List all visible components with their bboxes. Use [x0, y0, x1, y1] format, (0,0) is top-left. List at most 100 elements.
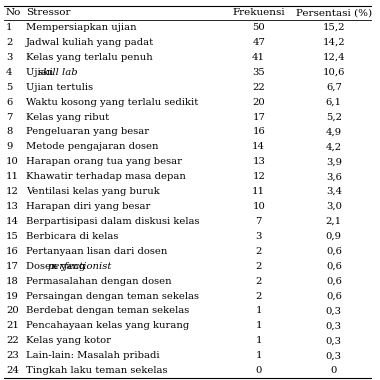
Text: 3,4: 3,4 [326, 187, 342, 196]
Text: 0,6: 0,6 [326, 277, 342, 286]
Text: Stressor: Stressor [26, 8, 71, 17]
Text: 2: 2 [255, 262, 262, 271]
Text: 0,3: 0,3 [326, 321, 342, 330]
Text: Permasalahan dengan dosen: Permasalahan dengan dosen [26, 277, 172, 286]
Text: 21: 21 [6, 321, 19, 330]
Text: 0,3: 0,3 [326, 351, 342, 360]
Text: Berpartisipasi dalam diskusi kelas: Berpartisipasi dalam diskusi kelas [26, 217, 200, 226]
Text: 4: 4 [6, 68, 13, 77]
Text: 1: 1 [255, 351, 262, 360]
Text: 47: 47 [252, 38, 265, 47]
Text: 15: 15 [6, 232, 19, 241]
Text: Berdebat dengan teman sekelas: Berdebat dengan teman sekelas [26, 306, 189, 315]
Text: 23: 23 [6, 351, 19, 360]
Text: 11: 11 [6, 172, 19, 181]
Text: 6: 6 [6, 98, 12, 106]
Text: 1: 1 [6, 23, 13, 32]
Text: 14,2: 14,2 [323, 38, 345, 47]
Text: 50: 50 [252, 23, 265, 32]
Text: 0,6: 0,6 [326, 247, 342, 256]
Text: 13: 13 [6, 202, 19, 211]
Text: Berbicara di kelas: Berbicara di kelas [26, 232, 119, 241]
Text: 2: 2 [255, 247, 262, 256]
Text: 18: 18 [6, 277, 19, 286]
Text: 5,2: 5,2 [326, 112, 342, 122]
Text: 1: 1 [255, 321, 262, 330]
Text: Kelas yang ribut: Kelas yang ribut [26, 112, 109, 122]
Text: Tingkah laku teman sekelas: Tingkah laku teman sekelas [26, 366, 168, 375]
Text: 14: 14 [252, 142, 265, 151]
Text: Pencahayaan kelas yang kurang: Pencahayaan kelas yang kurang [26, 321, 189, 330]
Text: 5: 5 [6, 83, 12, 92]
Text: 17: 17 [252, 112, 265, 122]
Text: 16: 16 [252, 127, 265, 136]
Text: Persentasi (%): Persentasi (%) [296, 8, 372, 17]
Text: 22: 22 [252, 83, 265, 92]
Text: 0,6: 0,6 [326, 291, 342, 301]
Text: 12: 12 [252, 172, 265, 181]
Text: 13: 13 [252, 157, 265, 166]
Text: 1: 1 [255, 306, 262, 315]
Text: Ventilasi kelas yang buruk: Ventilasi kelas yang buruk [26, 187, 160, 196]
Text: Metode pengajaran dosen: Metode pengajaran dosen [26, 142, 158, 151]
Text: 2,1: 2,1 [326, 217, 342, 226]
Text: Pengeluaran yang besar: Pengeluaran yang besar [26, 127, 149, 136]
Text: 22: 22 [6, 336, 19, 345]
Text: Waktu kosong yang terlalu sedikit: Waktu kosong yang terlalu sedikit [26, 98, 198, 106]
Text: 12: 12 [6, 187, 19, 196]
Text: 11: 11 [252, 187, 265, 196]
Text: 20: 20 [252, 98, 265, 106]
Text: 4,2: 4,2 [326, 142, 342, 151]
Text: Ujian tertulis: Ujian tertulis [26, 83, 93, 92]
Text: 6,7: 6,7 [326, 83, 342, 92]
Text: 3,6: 3,6 [326, 172, 342, 181]
Text: 0,6: 0,6 [326, 262, 342, 271]
Text: 3: 3 [6, 53, 12, 62]
Text: 0,9: 0,9 [326, 232, 342, 241]
Text: Khawatir terhadap masa depan: Khawatir terhadap masa depan [26, 172, 186, 181]
Text: 0,3: 0,3 [326, 306, 342, 315]
Text: 12,4: 12,4 [323, 53, 345, 62]
Text: 2: 2 [255, 291, 262, 301]
Text: 17: 17 [6, 262, 19, 271]
Text: 19: 19 [6, 291, 19, 301]
Text: 20: 20 [6, 306, 19, 315]
Text: 8: 8 [6, 127, 12, 136]
Text: 14: 14 [6, 217, 19, 226]
Text: Pertanyaan lisan dari dosen: Pertanyaan lisan dari dosen [26, 247, 168, 256]
Text: 3: 3 [255, 232, 262, 241]
Text: 7: 7 [255, 217, 262, 226]
Text: Harapan orang tua yang besar: Harapan orang tua yang besar [26, 157, 182, 166]
Text: 10,6: 10,6 [323, 68, 345, 77]
Text: skill lab: skill lab [38, 68, 77, 77]
Text: 24: 24 [6, 366, 19, 375]
Text: No: No [6, 8, 21, 17]
Text: Frekuensi: Frekuensi [232, 8, 285, 17]
Text: Kelas yang kotor: Kelas yang kotor [26, 336, 111, 345]
Text: 15,2: 15,2 [323, 23, 345, 32]
Text: Jadwal kuliah yang padat: Jadwal kuliah yang padat [26, 38, 154, 47]
Text: 4,9: 4,9 [326, 127, 342, 136]
Text: 1: 1 [255, 336, 262, 345]
Text: 35: 35 [252, 68, 265, 77]
Text: Persaingan dengan teman sekelas: Persaingan dengan teman sekelas [26, 291, 199, 301]
Text: 6,1: 6,1 [326, 98, 342, 106]
Text: 10: 10 [252, 202, 265, 211]
Text: perfectionist: perfectionist [47, 262, 112, 271]
Text: 2: 2 [255, 277, 262, 286]
Text: 3,9: 3,9 [326, 157, 342, 166]
Text: 0: 0 [331, 366, 337, 375]
Text: 9: 9 [6, 142, 12, 151]
Text: 0,3: 0,3 [326, 336, 342, 345]
Text: Lain-lain: Masalah pribadi: Lain-lain: Masalah pribadi [26, 351, 160, 360]
Text: Harapan diri yang besar: Harapan diri yang besar [26, 202, 150, 211]
Text: 10: 10 [6, 157, 19, 166]
Text: Mempersiapkan ujian: Mempersiapkan ujian [26, 23, 137, 32]
Text: 16: 16 [6, 247, 19, 256]
Text: 2: 2 [6, 38, 12, 47]
Text: 7: 7 [6, 112, 12, 122]
Text: 3,0: 3,0 [326, 202, 342, 211]
Text: Kelas yang terlalu penuh: Kelas yang terlalu penuh [26, 53, 153, 62]
Text: 41: 41 [252, 53, 265, 62]
Text: 0: 0 [255, 366, 262, 375]
